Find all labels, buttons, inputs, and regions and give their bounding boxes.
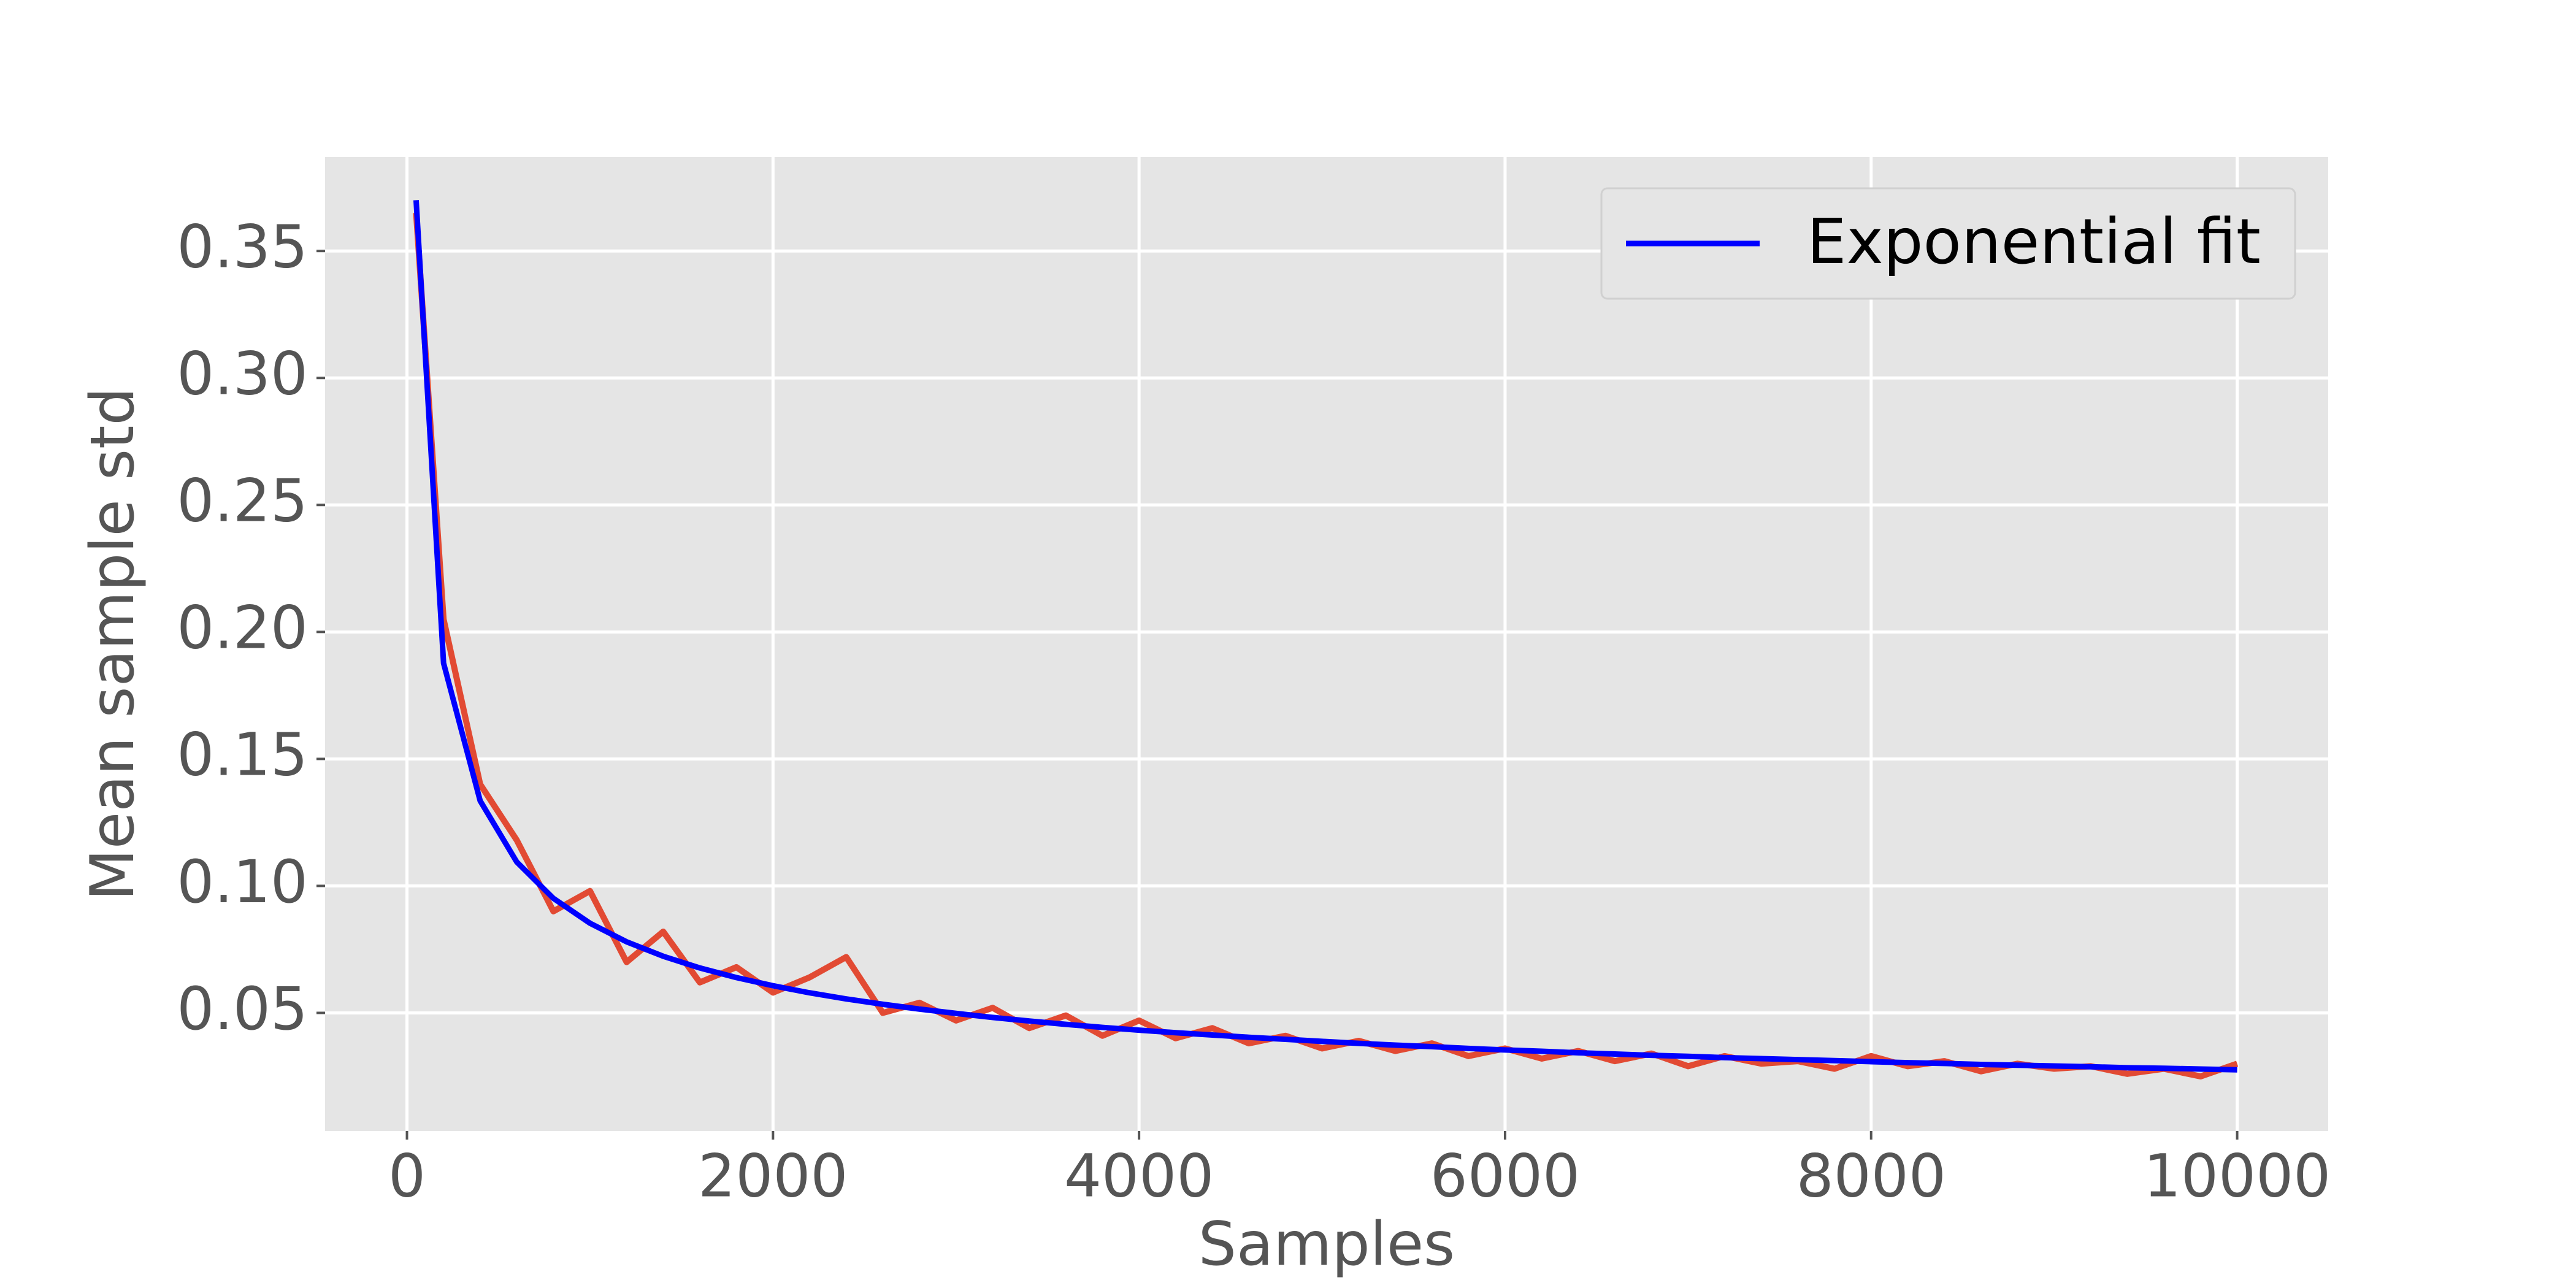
plot-area (325, 157, 2328, 1131)
x-axis-label: Samples (1198, 1209, 1455, 1279)
x-tick-label: 4000 (1064, 1141, 1214, 1210)
y-tick-label: 0.15 (177, 721, 308, 789)
y-tick-label: 0.30 (177, 340, 308, 408)
y-tick-label: 0.05 (177, 975, 308, 1043)
x-tick-label: 6000 (1430, 1141, 1580, 1210)
x-tick-label: 8000 (1796, 1141, 1946, 1210)
legend-box (1600, 187, 2296, 300)
data-line (413, 200, 2237, 1073)
y-tick-label: 0.25 (177, 467, 308, 535)
y-tick-label: 0.35 (177, 213, 308, 282)
legend-label: Exponential fit (1807, 205, 2261, 278)
y-tick-label: 0.20 (177, 594, 308, 662)
x-tick-label: 10000 (2144, 1141, 2331, 1210)
y-tick-label: 0.10 (177, 848, 308, 916)
y-axis-label: Mean sample std (78, 387, 148, 900)
x-tick-label: 0 (388, 1141, 426, 1210)
x-tick-label: 2000 (698, 1141, 848, 1210)
